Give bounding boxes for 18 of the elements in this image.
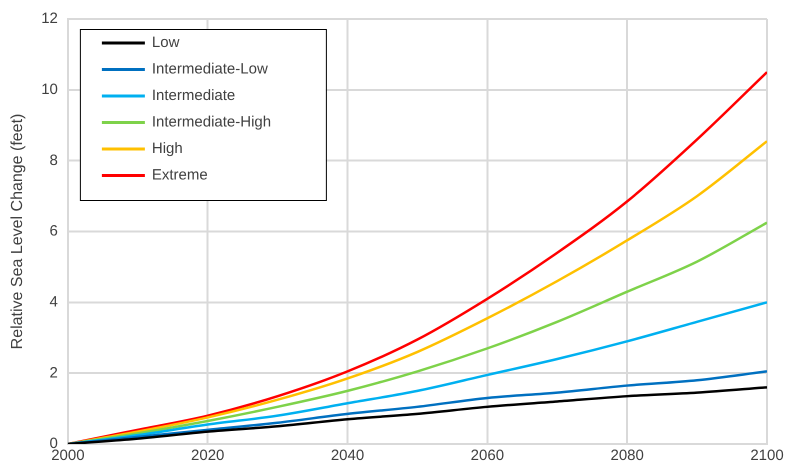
y-tick-label: 12: [41, 10, 58, 28]
y-tick-label: 6: [50, 222, 58, 240]
y-tick-label: 2: [50, 364, 58, 382]
legend-label: Low: [152, 34, 180, 52]
y-tick-label: 8: [50, 152, 58, 169]
x-tick-label: 2080: [610, 447, 644, 464]
x-tick-label: 2020: [191, 447, 224, 464]
legend-label: High: [152, 140, 183, 158]
legend-label: Intermediate: [152, 87, 236, 104]
legend-label: Intermediate-Low: [152, 60, 268, 78]
y-axis-title: Relative Sea Level Change (feet): [9, 114, 26, 350]
x-tick-label: 2040: [330, 447, 364, 464]
legend-label: Extreme: [152, 166, 208, 184]
y-tick-label: 10: [41, 80, 58, 98]
x-tick-label: 2060: [470, 447, 504, 464]
y-tick-label: 4: [50, 293, 58, 310]
x-tick-label: 2100: [750, 447, 784, 464]
legend-label: Intermediate-High: [152, 114, 272, 131]
